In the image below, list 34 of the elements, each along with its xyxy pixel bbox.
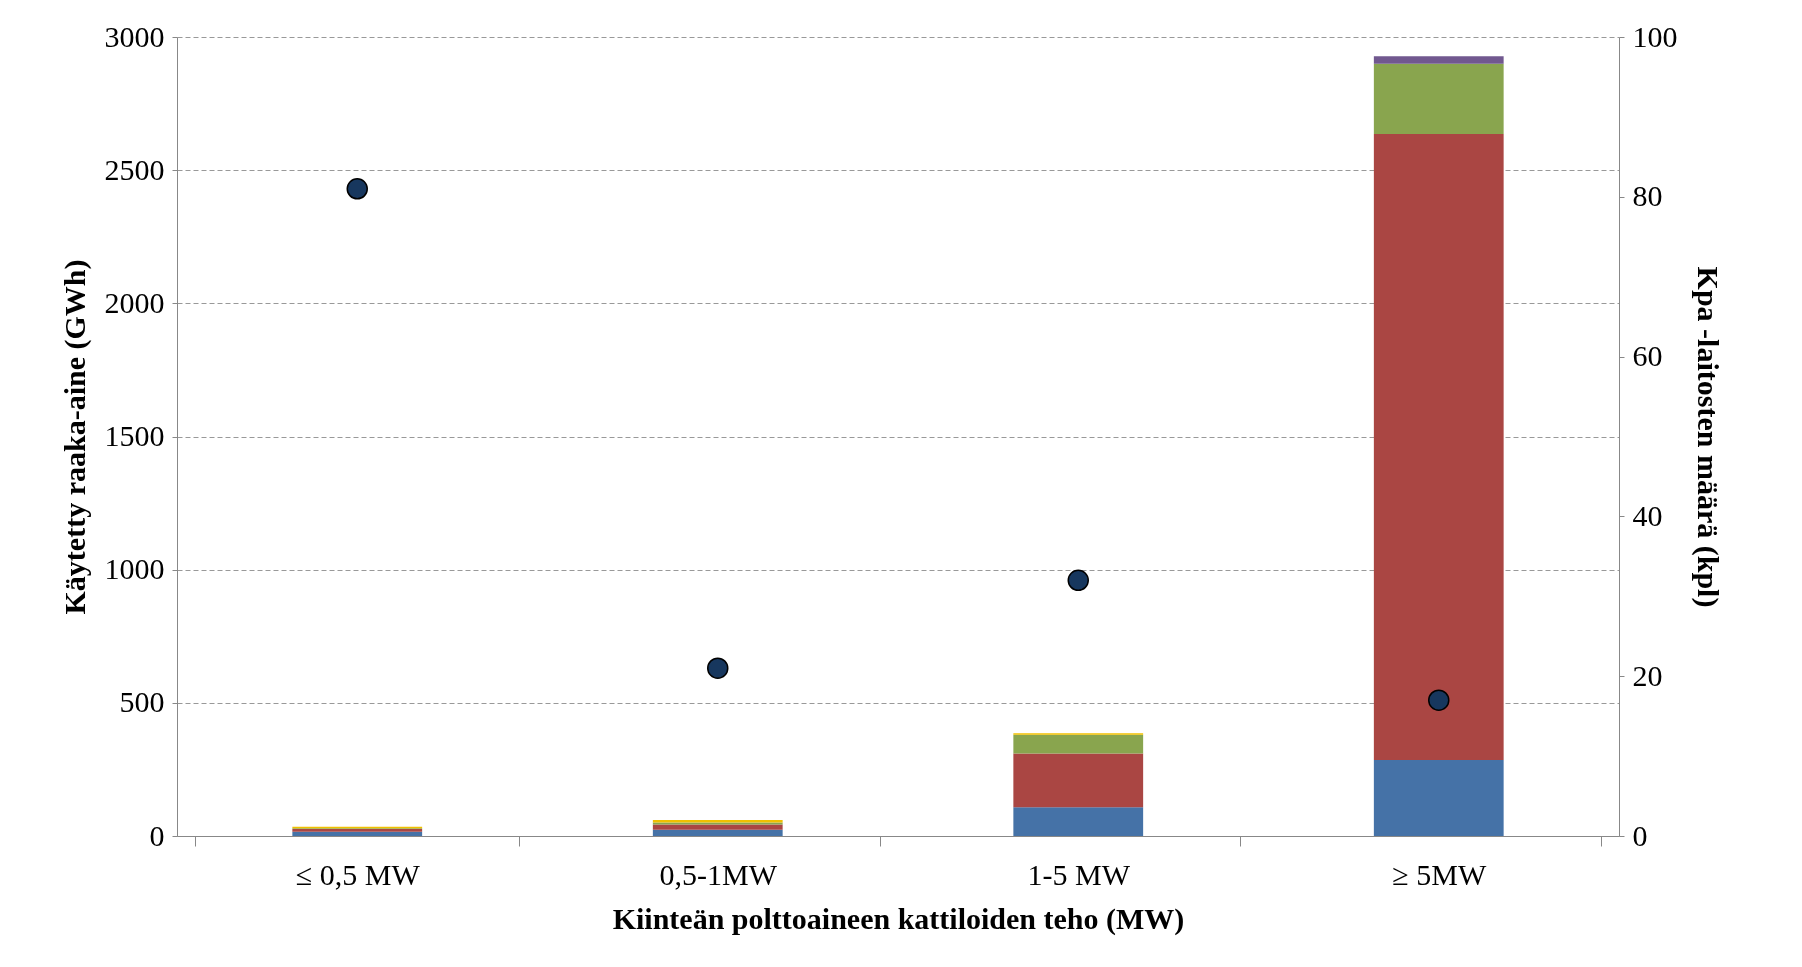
point	[346, 178, 368, 200]
x-tick-label: ≥ 5MW	[1392, 857, 1487, 891]
y-tick-label: 3000	[104, 19, 165, 53]
bar	[1373, 56, 1504, 64]
y-tick-label: 500	[119, 685, 165, 719]
x-tick-label: 0,5-1MW	[659, 857, 778, 891]
y2-tick-label: 80	[1632, 179, 1663, 213]
y-axis-title: Käytetty raaka-aine (GWh)	[57, 259, 92, 615]
y-tick-label: 1500	[104, 419, 165, 452]
point	[1428, 689, 1450, 711]
y-tick-label: 1000	[104, 552, 165, 586]
y2-tick-label: 40	[1632, 498, 1663, 532]
y-tick-label: 2500	[104, 152, 165, 186]
bar	[1013, 807, 1144, 836]
y2-tick-label: 60	[1632, 339, 1663, 373]
y2-tick-label: 20	[1632, 658, 1663, 692]
y-tick-label: 2000	[104, 285, 165, 319]
x-axis-title: Kiinteän polttoaineen kattiloiden teho (MW)	[612, 901, 1185, 936]
x-tick-label: ≤ 0,5 MW	[295, 857, 421, 891]
y2-tick-label: 100	[1632, 19, 1678, 53]
bar	[1013, 734, 1144, 754]
y2-axis-title: Kpa -laitosten määrä (kpl)	[1690, 266, 1725, 608]
x-tick-label: 1-5 MW	[1027, 857, 1131, 891]
y2-tick-label: 0	[1632, 818, 1648, 852]
bar	[1013, 753, 1144, 808]
bar	[1373, 760, 1504, 836]
bar	[652, 824, 783, 830]
y-tick-label: 0	[149, 818, 165, 852]
bar	[1373, 63, 1504, 134]
bar	[292, 831, 423, 836]
bar	[1373, 133, 1504, 761]
point	[1067, 569, 1089, 592]
bar	[652, 829, 783, 836]
point	[707, 657, 729, 679]
